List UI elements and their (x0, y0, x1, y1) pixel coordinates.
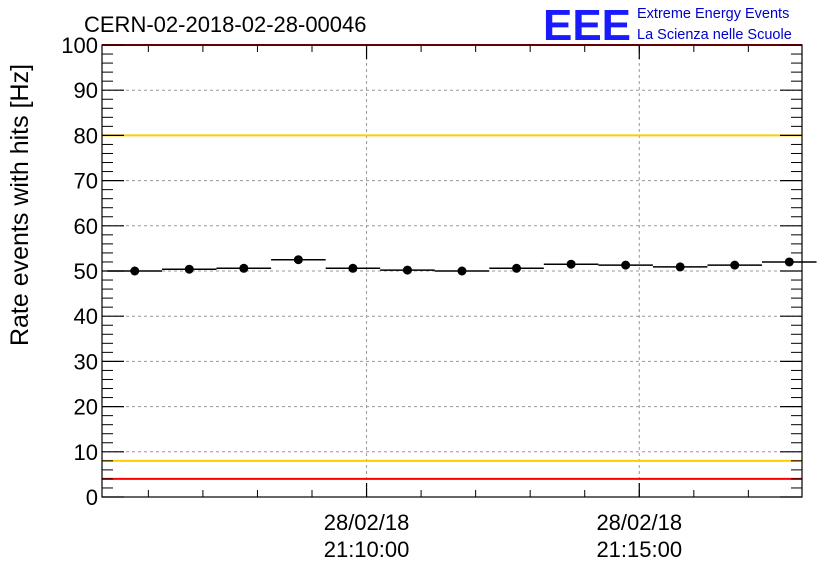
y-tick-label: 100 (61, 33, 98, 58)
y-tick-label: 50 (74, 259, 98, 284)
data-point (784, 257, 794, 267)
data-point (566, 259, 576, 269)
y-tick-label: 60 (74, 214, 98, 239)
data-point (675, 262, 685, 272)
data-point (457, 266, 467, 276)
x-tick-date-label: 28/02/18 (324, 510, 410, 535)
x-tick-time-label: 21:15:00 (596, 537, 682, 562)
data-point (512, 263, 522, 273)
y-tick-label: 30 (74, 349, 98, 374)
y-tick-label: 80 (74, 123, 98, 148)
data-points (107, 255, 817, 276)
y-tick-label: 20 (74, 395, 98, 420)
data-point (402, 265, 412, 275)
y-axis-title: Rate events with hits [Hz] (6, 64, 34, 346)
data-point (184, 264, 194, 274)
tick-labels: 010203040506070809010028/02/1821:10:0028… (61, 33, 682, 562)
y-tick-label: 0 (86, 485, 98, 510)
axis-ticks (102, 44, 802, 498)
logo-acronym: EEE (543, 1, 631, 50)
y-tick-label: 10 (74, 440, 98, 465)
reference-lines (102, 44, 802, 480)
logo-line2: La Scienza nelle Scuole (637, 27, 792, 43)
data-point (348, 263, 358, 273)
data-point (239, 263, 249, 273)
eee-logo: EEE Extreme Energy Events La Scienza nel… (543, 1, 792, 50)
data-point (293, 255, 303, 265)
data-point (130, 266, 140, 276)
y-tick-label: 40 (74, 304, 98, 329)
x-tick-date-label: 28/02/18 (596, 510, 682, 535)
x-tick-time-label: 21:10:00 (324, 537, 410, 562)
logo-line1: Extreme Energy Events (637, 6, 789, 22)
run-title: CERN-02-2018-02-28-00046 (84, 12, 367, 37)
data-point (730, 260, 740, 270)
data-point (621, 260, 631, 270)
y-tick-label: 90 (74, 78, 98, 103)
y-tick-label: 70 (74, 169, 98, 194)
